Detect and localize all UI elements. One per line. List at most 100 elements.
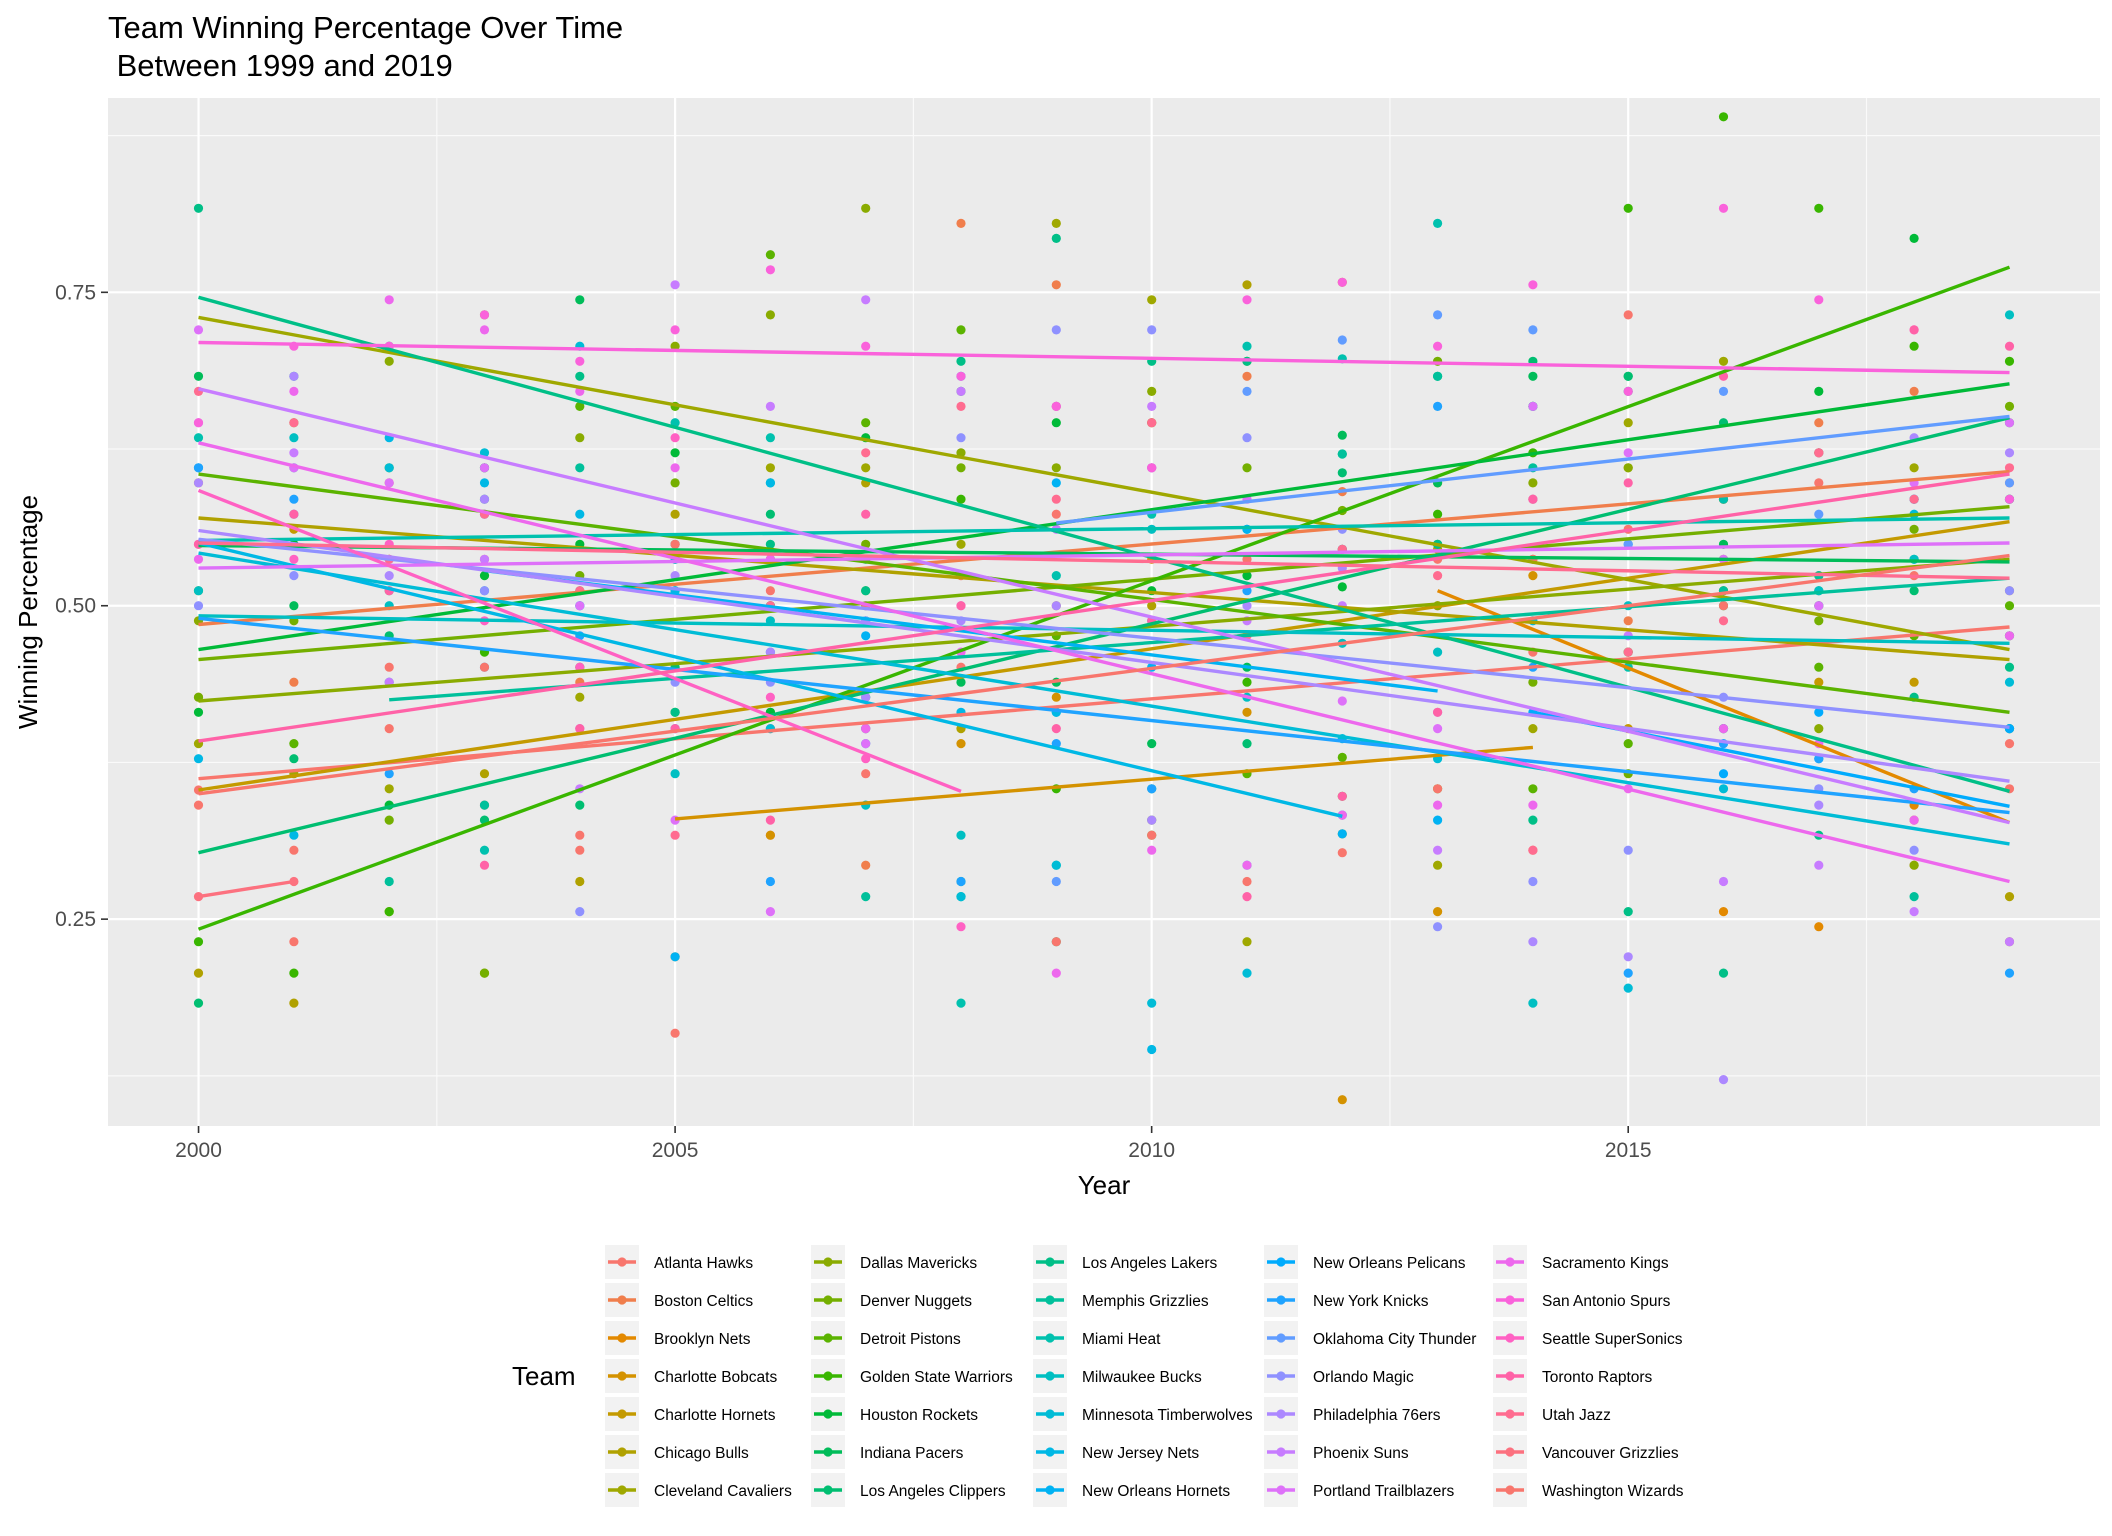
data-point — [861, 631, 871, 641]
data-point — [1909, 892, 1919, 902]
data-point — [1433, 845, 1443, 855]
data-point — [1337, 449, 1347, 459]
data-point — [1623, 386, 1633, 396]
legend-key-point — [1276, 1333, 1286, 1343]
data-point — [1242, 601, 1252, 611]
data-point — [861, 341, 871, 351]
data-point — [956, 401, 966, 411]
data-point — [479, 571, 490, 581]
data-point — [765, 539, 776, 549]
data-point — [1718, 1075, 1729, 1085]
data-point — [1814, 724, 1824, 734]
data-point — [289, 371, 299, 381]
legend-key-point — [823, 1257, 833, 1267]
legend-key-point — [617, 1447, 627, 1457]
data-point — [193, 601, 204, 611]
data-point — [670, 463, 680, 473]
legend-item: Cleveland Cavaliers — [605, 1473, 792, 1507]
data-point — [765, 692, 776, 702]
data-point — [575, 724, 585, 734]
legend-label: Washington Wizards — [1542, 1483, 1684, 1500]
data-point — [1623, 739, 1633, 749]
data-point — [1242, 295, 1252, 305]
legend-label: New Orleans Pelicans — [1313, 1255, 1466, 1272]
legend-item: Utah Jazz — [1493, 1397, 1611, 1431]
data-point — [575, 463, 585, 473]
data-point — [289, 571, 299, 581]
data-point — [1337, 752, 1347, 763]
data-point — [765, 876, 776, 887]
data-point — [575, 601, 585, 611]
data-point — [1433, 815, 1443, 825]
chart-title-line-1: Team Winning Percentage Over Time — [108, 10, 623, 45]
trend-line — [389, 576, 2010, 702]
legend-item: New Orleans Pelicans — [1264, 1245, 1466, 1279]
legend-label: Chicago Bulls — [654, 1445, 749, 1462]
data-point — [575, 800, 585, 810]
data-point — [1242, 280, 1252, 290]
data-point — [670, 478, 680, 488]
data-point — [1051, 478, 1061, 488]
data-point — [1528, 800, 1538, 810]
legend-key-point — [1276, 1371, 1286, 1381]
data-point — [670, 830, 680, 840]
data-point — [956, 876, 966, 887]
data-point — [1051, 968, 1061, 978]
data-point — [289, 968, 299, 978]
data-point — [1623, 907, 1633, 917]
data-point — [479, 494, 490, 504]
trend-line — [198, 441, 2010, 884]
data-point — [861, 509, 871, 519]
legend-item: Denver Nuggets — [811, 1283, 972, 1317]
data-point — [1433, 784, 1443, 794]
data-point — [1814, 203, 1824, 213]
data-point — [670, 1028, 680, 1038]
trend-layer — [197, 265, 2011, 931]
legend-item: Washington Wizards — [1493, 1473, 1684, 1507]
data-point — [1242, 463, 1252, 473]
data-point — [1051, 692, 1061, 702]
x-tick-label: 2000 — [175, 1139, 222, 1162]
legend-item: Toronto Raptors — [1493, 1359, 1653, 1393]
data-point — [1242, 341, 1252, 351]
legend-key-point — [1045, 1447, 1055, 1457]
data-point — [2004, 341, 2015, 351]
data-point — [479, 662, 490, 672]
data-point — [956, 433, 966, 443]
data-point — [1623, 983, 1633, 993]
legend-label: Seattle SuperSonics — [1542, 1331, 1683, 1348]
data-point — [1147, 401, 1157, 411]
data-point — [2004, 310, 2015, 320]
data-point — [1051, 233, 1061, 243]
data-point — [765, 250, 776, 260]
legend-label: New York Knicks — [1313, 1293, 1429, 1310]
legend-item: Portland Trailblazers — [1264, 1473, 1455, 1507]
data-point — [1814, 707, 1824, 717]
data-point — [193, 478, 204, 488]
data-point — [575, 433, 585, 443]
trend-line — [198, 469, 2010, 627]
trend-line — [198, 551, 2010, 846]
data-point — [1623, 647, 1633, 657]
data-point — [765, 310, 776, 320]
legend-label: Vancouver Grizzlies — [1542, 1445, 1679, 1462]
data-point — [861, 739, 871, 749]
data-point — [384, 769, 394, 779]
data-point — [1528, 876, 1538, 887]
legend-item: Seattle SuperSonics — [1493, 1321, 1683, 1355]
legend-key-point — [823, 1295, 833, 1305]
x-tick-label: 2010 — [1128, 1139, 1175, 1162]
data-point — [1051, 401, 1061, 411]
data-point — [1814, 922, 1824, 932]
legend-key-point — [1505, 1257, 1515, 1267]
data-point — [575, 401, 585, 411]
trend-line — [198, 516, 2010, 662]
data-point — [1051, 218, 1061, 228]
data-point — [1433, 310, 1443, 320]
data-point — [765, 478, 776, 488]
data-point — [289, 754, 299, 764]
data-point — [289, 937, 299, 947]
data-point — [1147, 325, 1157, 335]
series-points — [193, 203, 2015, 504]
